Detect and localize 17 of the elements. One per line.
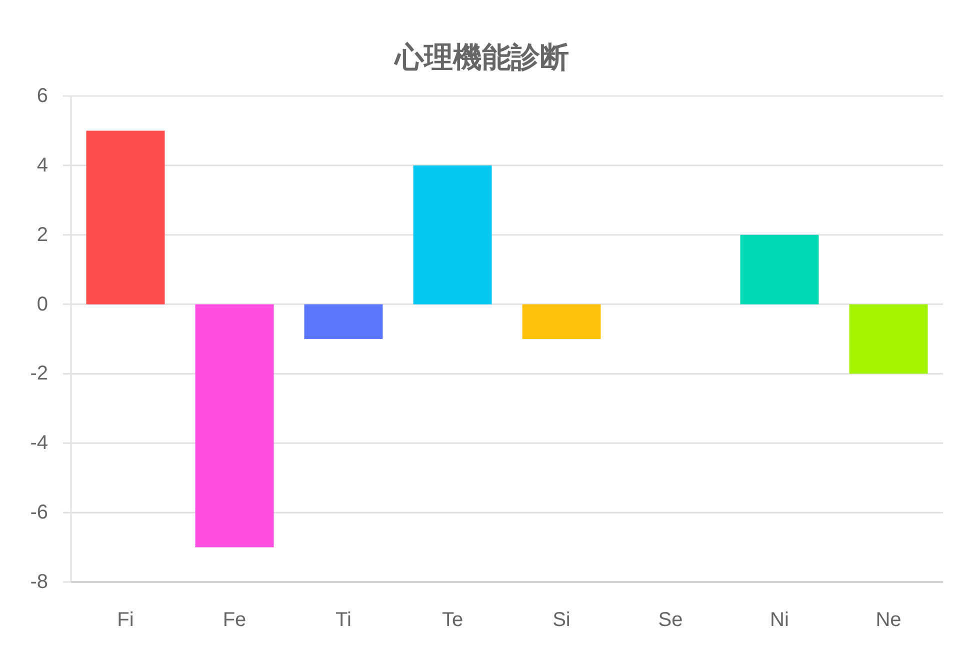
x-tick-label: Se bbox=[658, 609, 683, 631]
y-tick-label: 4 bbox=[36, 154, 48, 176]
x-tick-label: Fe bbox=[222, 609, 246, 631]
y-tick-label: -8 bbox=[30, 571, 48, 593]
x-tick-label: Fi bbox=[117, 609, 134, 631]
x-tick-label: Si bbox=[552, 609, 570, 631]
x-tick-label: Ne bbox=[876, 609, 902, 631]
y-tick-label: -6 bbox=[30, 502, 48, 524]
y-tick-label: -4 bbox=[30, 432, 48, 454]
y-tick-label: 0 bbox=[36, 293, 48, 316]
x-tick-label: Te bbox=[442, 609, 464, 631]
y-tick-label: 2 bbox=[36, 224, 48, 246]
x-tick-label: Ni bbox=[770, 609, 789, 631]
y-tick-label: 6 bbox=[36, 85, 48, 107]
x-tick-label: Ti bbox=[336, 609, 352, 631]
y-tick-label: -2 bbox=[30, 362, 48, 385]
chart-title: 心理機能診断 bbox=[393, 41, 569, 74]
